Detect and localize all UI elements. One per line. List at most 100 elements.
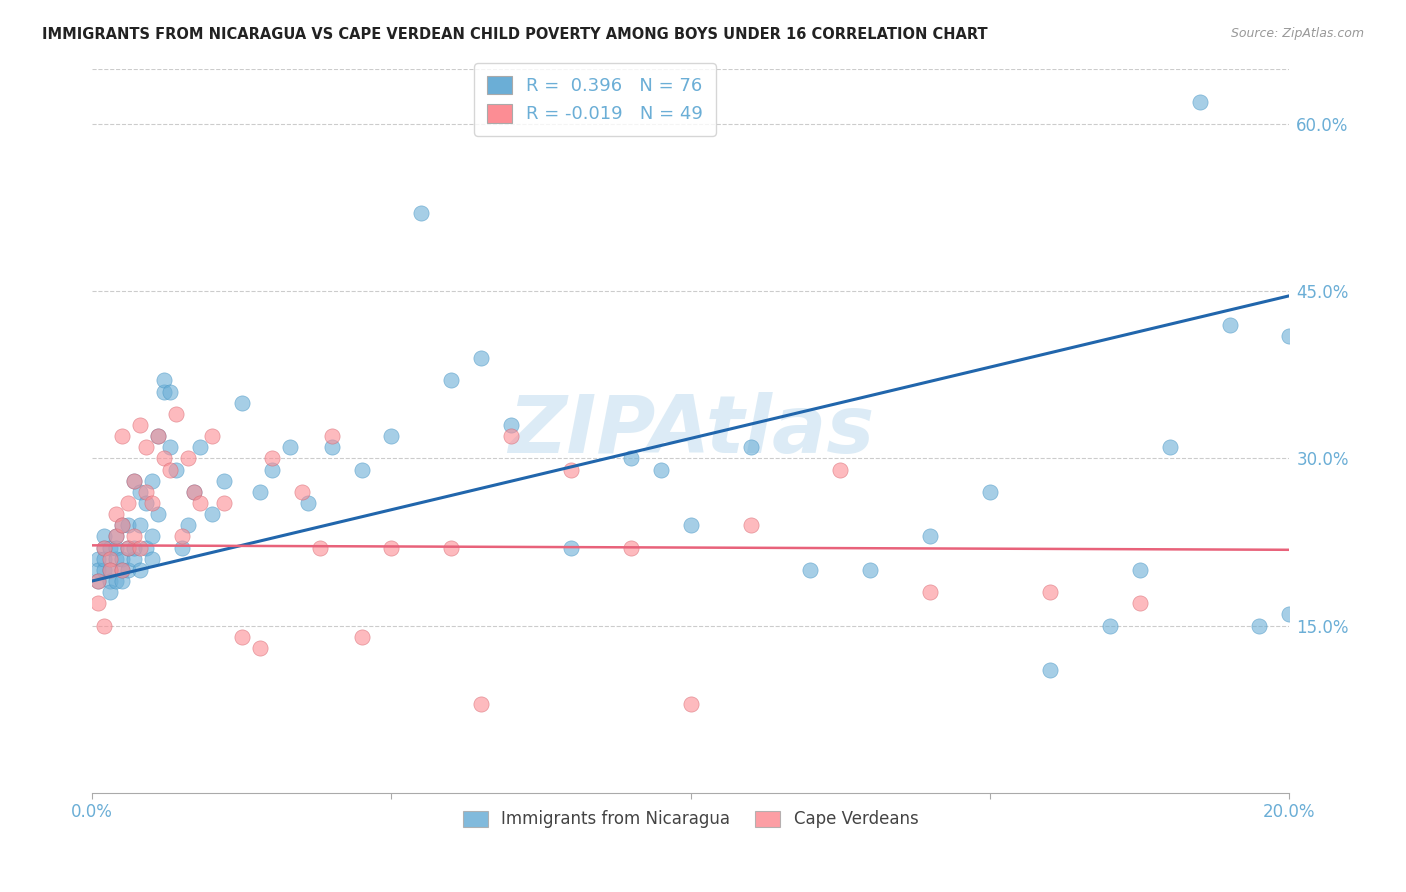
Point [979, 484, 1001, 499]
Point [231, 395, 253, 409]
Point [380, 541, 402, 555]
Point [350, 630, 373, 644]
Point [105, 529, 128, 543]
Point [111, 551, 134, 566]
Point [260, 451, 283, 466]
Point [620, 451, 643, 466]
Point [249, 484, 271, 499]
Point [93, 618, 115, 632]
Point [105, 551, 128, 566]
Point [87, 551, 110, 566]
Point [1039, 663, 1062, 677]
Point [1129, 596, 1152, 610]
Point [122, 529, 145, 543]
Point [129, 563, 152, 577]
Point [740, 440, 762, 454]
Point [620, 541, 643, 555]
Point [87, 563, 110, 577]
Point [1098, 618, 1121, 632]
Point [679, 697, 702, 711]
Point [111, 563, 134, 577]
Point [501, 429, 523, 443]
Point [440, 541, 463, 555]
Point [165, 407, 187, 421]
Text: ZIPAtlas: ZIPAtlas [508, 392, 875, 469]
Point [501, 417, 523, 432]
Point [183, 484, 205, 499]
Point [135, 541, 157, 555]
Point [1039, 585, 1062, 599]
Point [201, 429, 224, 443]
Point [93, 541, 115, 555]
Point [1129, 563, 1152, 577]
Point [87, 574, 110, 588]
Point [920, 585, 942, 599]
Point [679, 518, 702, 533]
Text: IMMIGRANTS FROM NICARAGUA VS CAPE VERDEAN CHILD POVERTY AMONG BOYS UNDER 16 CORR: IMMIGRANTS FROM NICARAGUA VS CAPE VERDEA… [42, 27, 988, 42]
Point [87, 574, 110, 588]
Point [321, 429, 343, 443]
Point [1218, 318, 1240, 332]
Point [159, 462, 181, 476]
Point [111, 563, 134, 577]
Point [830, 462, 852, 476]
Point [146, 429, 169, 443]
Point [212, 496, 235, 510]
Point [122, 541, 145, 555]
Point [153, 384, 176, 399]
Point [141, 496, 163, 510]
Point [350, 462, 373, 476]
Point [105, 529, 128, 543]
Point [117, 518, 139, 533]
Point [188, 440, 211, 454]
Point [278, 440, 301, 454]
Point [170, 529, 193, 543]
Point [135, 440, 157, 454]
Point [231, 630, 253, 644]
Point [1159, 440, 1181, 454]
Point [129, 484, 152, 499]
Point [98, 541, 121, 555]
Point [920, 529, 942, 543]
Point [135, 484, 157, 499]
Point [93, 541, 115, 555]
Point [111, 429, 134, 443]
Point [177, 451, 200, 466]
Point [105, 541, 128, 555]
Point [188, 496, 211, 510]
Point [1188, 95, 1211, 109]
Point [141, 474, 163, 488]
Point [111, 518, 134, 533]
Point [146, 507, 169, 521]
Point [117, 563, 139, 577]
Point [98, 563, 121, 577]
Point [291, 484, 314, 499]
Point [129, 541, 152, 555]
Point [1278, 607, 1301, 622]
Legend: Immigrants from Nicaragua, Cape Verdeans: Immigrants from Nicaragua, Cape Verdeans [457, 804, 925, 835]
Point [380, 429, 402, 443]
Point [98, 574, 121, 588]
Point [122, 551, 145, 566]
Point [321, 440, 343, 454]
Point [141, 529, 163, 543]
Point [153, 451, 176, 466]
Point [212, 474, 235, 488]
Point [440, 374, 463, 388]
Text: Source: ZipAtlas.com: Source: ZipAtlas.com [1230, 27, 1364, 40]
Point [170, 541, 193, 555]
Point [111, 574, 134, 588]
Point [146, 429, 169, 443]
Point [183, 484, 205, 499]
Point [93, 529, 115, 543]
Point [411, 206, 433, 220]
Point [249, 640, 271, 655]
Point [141, 551, 163, 566]
Point [177, 518, 200, 533]
Point [105, 507, 128, 521]
Point [117, 496, 139, 510]
Point [859, 563, 882, 577]
Point [135, 496, 157, 510]
Point [159, 384, 181, 399]
Point [129, 518, 152, 533]
